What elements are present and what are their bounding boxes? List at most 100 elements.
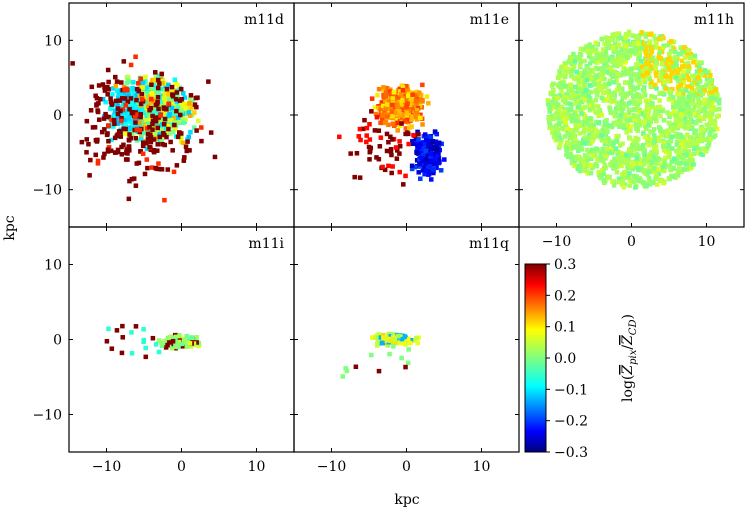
map-pixel	[592, 152, 598, 158]
map-pixel	[362, 117, 367, 123]
map-pixel	[571, 76, 577, 81]
map-pixel	[175, 134, 181, 140]
map-pixel	[402, 118, 408, 124]
map-pixel	[129, 176, 135, 182]
map-pixel	[563, 70, 568, 76]
map-pixel	[649, 93, 654, 99]
map-pixel	[103, 99, 108, 105]
map-pixel	[170, 94, 176, 99]
map-pixel	[601, 180, 607, 186]
map-pixel	[667, 151, 672, 157]
map-pixel	[391, 334, 396, 339]
map-pixel	[653, 150, 658, 156]
map-pixel	[185, 337, 190, 342]
map-pixel	[551, 116, 556, 122]
map-pixel	[630, 143, 635, 148]
map-pixel	[686, 111, 692, 116]
map-pixel	[679, 138, 685, 143]
map-pixel	[590, 69, 595, 74]
map-pixel	[619, 109, 625, 115]
map-pixel	[640, 180, 646, 185]
map-pixel	[399, 336, 405, 342]
map-pixel	[378, 120, 383, 126]
map-pixel	[652, 95, 658, 100]
map-pixel	[156, 73, 162, 78]
map-pixel	[212, 154, 218, 160]
map-pixel	[653, 36, 658, 42]
map-pixel	[632, 153, 638, 158]
map-pixel	[649, 79, 654, 84]
map-pixel	[162, 142, 168, 148]
map-pixel	[385, 343, 391, 348]
map-pixel	[670, 146, 675, 151]
map-pixel	[582, 126, 587, 131]
map-pixel	[638, 110, 643, 115]
map-pixel	[617, 101, 622, 107]
map-pixel	[635, 62, 640, 67]
map-pixel	[188, 106, 194, 112]
map-pixel	[124, 75, 130, 80]
map-pixel	[616, 83, 621, 88]
map-pixel	[166, 101, 172, 106]
map-pixel	[382, 340, 388, 346]
map-pixel	[149, 165, 155, 170]
map-pixel	[704, 122, 710, 128]
map-pixel	[697, 137, 702, 142]
map-pixel	[551, 125, 556, 130]
map-pixel	[382, 167, 388, 173]
map-pixel	[150, 121, 155, 127]
map-pixel	[636, 56, 642, 62]
map-pixel	[412, 164, 418, 170]
map-pixel	[106, 326, 111, 332]
map-pixel	[559, 104, 565, 110]
map-pixel	[576, 148, 581, 153]
map-pixel	[648, 137, 654, 142]
map-pixel	[576, 87, 581, 92]
x-axis-label: kpc	[394, 492, 419, 508]
map-pixel	[647, 98, 652, 104]
map-pixel	[556, 74, 562, 79]
map-pixel	[627, 50, 632, 55]
map-pixel	[690, 74, 695, 79]
map-pixel	[666, 97, 672, 102]
map-pixel	[155, 125, 161, 131]
map-pixel	[617, 86, 623, 92]
map-pixel	[102, 151, 107, 157]
map-pixel	[603, 49, 609, 55]
map-pixel	[126, 103, 131, 109]
colorbar-tick-label: −0.1	[554, 382, 588, 398]
map-pixel	[626, 175, 632, 180]
map-pixel	[599, 95, 605, 101]
map-pixel	[678, 89, 683, 94]
map-pixel	[425, 141, 431, 147]
map-pixel	[414, 101, 419, 106]
map-pixel	[606, 55, 611, 61]
map-pixel	[100, 96, 106, 102]
map-pixel	[557, 107, 562, 112]
map-pixel	[692, 53, 698, 59]
map-pixel	[405, 93, 411, 99]
map-pixel	[682, 64, 687, 69]
map-pixel	[124, 87, 129, 92]
map-pixel	[675, 134, 680, 140]
map-pixel	[156, 106, 161, 112]
map-pixel	[160, 141, 165, 147]
map-pixel	[621, 56, 626, 62]
map-pixel	[383, 119, 389, 125]
map-pixel	[678, 118, 684, 124]
map-pixel	[628, 80, 633, 86]
map-pixel	[590, 105, 596, 110]
map-pixel	[622, 182, 628, 187]
map-pixel	[616, 106, 622, 111]
x-tick-label: −10	[92, 459, 122, 475]
map-pixel	[639, 165, 644, 170]
map-pixel	[565, 92, 570, 97]
map-pixel	[670, 87, 675, 92]
map-pixel	[606, 142, 612, 147]
map-pixel	[685, 114, 690, 119]
map-pixel	[689, 164, 694, 170]
map-pixel	[626, 110, 632, 116]
map-pixel	[186, 134, 192, 140]
map-pixel	[614, 74, 619, 79]
map-pixel	[613, 122, 619, 127]
